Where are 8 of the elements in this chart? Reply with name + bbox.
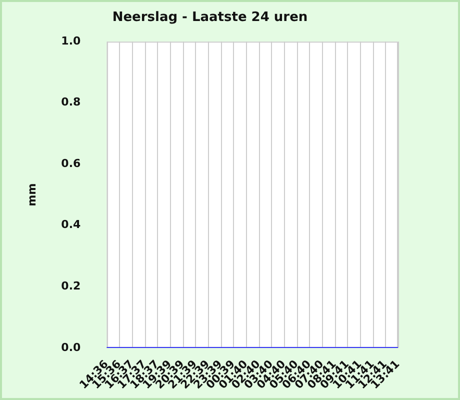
y-tick-label: 0.8 [61,96,81,109]
y-tick-label: 0.4 [61,218,82,232]
chart-title: Neerslag - Laatste 24 uren [112,10,308,26]
y-axis-title: mm [25,183,38,206]
y-tick-label: 0.2 [61,280,81,293]
y-tick-label: 0.6 [61,156,82,170]
y-tick-label: 0.0 [61,340,82,354]
y-tick-label: 1.0 [61,34,82,48]
